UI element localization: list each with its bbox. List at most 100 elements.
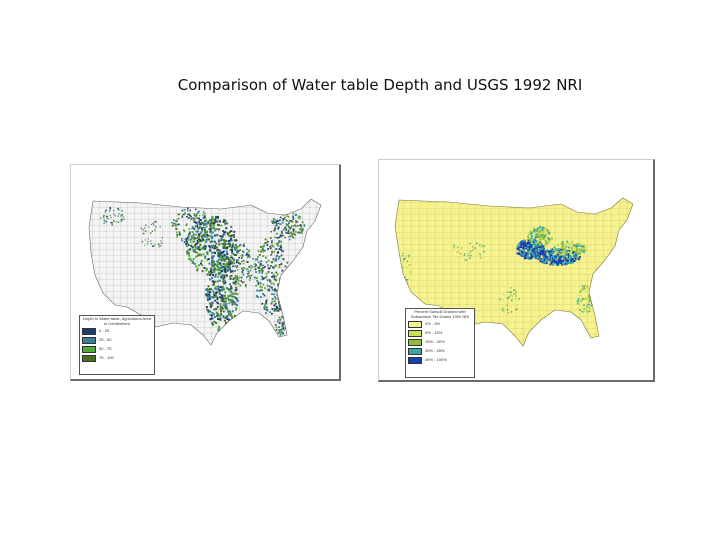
map-cell [210,288,213,290]
map-cell [285,326,288,328]
map-cell [246,253,248,255]
map-cell [182,214,184,216]
map-cell [242,245,245,247]
map-cell [208,238,211,241]
map-cell [216,217,219,220]
map-cell [140,227,142,229]
map-cell [408,278,410,280]
map-cell [523,245,526,247]
map-cell [191,262,194,264]
map-cell [515,292,517,294]
map-cell [227,310,230,313]
map-cell [220,294,223,297]
map-cell [226,315,229,318]
map-cell [200,259,203,262]
map-cell [218,325,221,328]
map-cell [192,250,195,253]
map-cell [284,227,286,229]
map-cell [195,230,197,233]
map-cell [110,216,112,219]
map-cell [277,321,279,323]
map-cell [568,244,571,246]
map-cell [181,209,184,212]
map-cell [212,274,214,277]
map-cell [216,248,219,251]
map-cell [540,252,543,255]
map-cell [275,264,277,267]
map-cell [516,245,519,248]
map-cell [532,254,535,257]
map-cell [300,227,302,230]
map-cell [218,272,221,275]
map-cell [402,252,404,255]
map-cell [268,279,271,281]
map-cell [227,298,230,301]
map-cell [258,261,260,264]
map-cell [157,243,160,245]
map-cell [192,235,195,238]
map-cell [556,255,559,258]
map-cell [514,299,517,301]
map-cell [189,231,192,233]
map-cell [538,226,541,228]
map-cell [211,217,213,220]
map-cell [540,245,543,248]
map-cell [186,209,189,212]
map-cell [228,322,231,325]
legend-swatch [408,321,422,328]
map-cell [278,266,281,269]
map-cell [208,272,211,275]
map-cell [224,326,226,328]
map-cell [583,304,585,307]
map-cell [222,303,225,306]
map-cell [519,250,521,253]
map-cell [211,264,214,267]
map-cell [148,226,150,228]
map-cell [545,234,548,237]
map-cell [586,299,588,301]
map-cell [264,242,267,244]
map-cell [199,219,202,222]
map-cell [544,239,547,242]
map-cell [230,295,232,298]
map-cell [188,213,190,216]
map-cell [225,322,227,324]
map-cell [506,304,508,306]
map-cell [519,245,522,248]
map-cell [578,258,581,261]
map-cell [581,250,584,252]
map-cell [300,224,302,227]
map-cell [212,291,215,294]
map-cell [468,253,470,255]
map-cell [110,222,112,224]
map-cell [517,246,520,249]
map-cell [401,265,404,267]
map-cell [230,237,232,240]
map-cell [565,245,568,248]
map-cell [181,239,183,242]
map-cell [300,226,303,228]
map-cell [288,272,291,274]
map-cell [274,236,277,239]
map-cell [275,329,278,331]
map-cell [264,287,266,290]
map-cell [201,226,204,229]
map-cell [231,252,233,254]
map-cell [288,238,291,241]
map-cell [223,269,226,272]
map-cell [214,245,217,247]
map-cell [548,255,551,258]
map-cell [227,295,230,297]
map-cell [571,240,574,243]
map-cell [222,233,225,236]
map-cell [230,287,233,290]
map-cell [567,254,570,257]
map-cell [161,242,163,244]
map-cell [274,228,276,231]
map-cell [581,288,584,291]
map-cell [273,229,275,232]
map-cell [285,223,288,225]
map-cell [510,291,512,293]
map-cell [301,221,304,224]
map-cell [161,237,163,239]
